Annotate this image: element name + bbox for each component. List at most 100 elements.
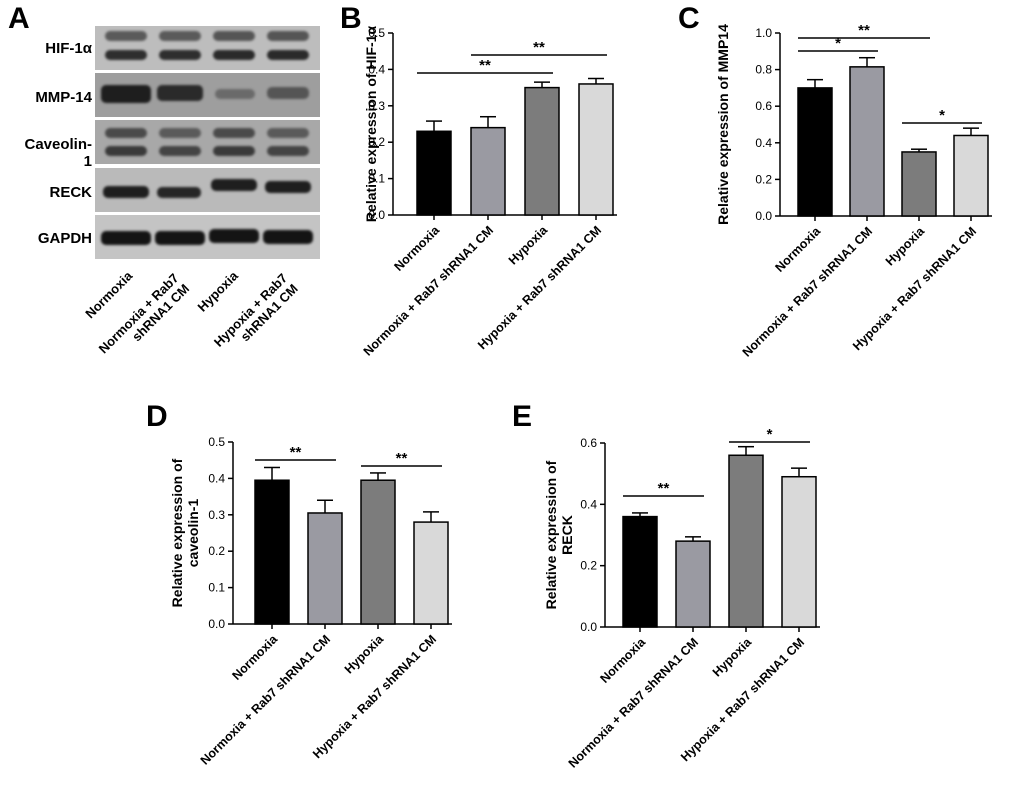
category-label-e-2: Hypoxia	[710, 634, 755, 679]
significance-label-e-0: **	[658, 480, 670, 497]
blot-strip-caveolin1	[95, 120, 320, 164]
blot-band	[267, 128, 309, 138]
blot-band	[267, 50, 309, 60]
category-label-b-0: Normoxia	[391, 222, 442, 273]
y-tick-label-d: 0.3	[208, 508, 225, 522]
y-tick-label-d: 0.2	[208, 544, 225, 558]
y-tick-label-e: 0.4	[580, 497, 597, 511]
significance-label-c-0: *	[835, 35, 841, 52]
blot-band	[211, 179, 257, 191]
significance-label-d-1: **	[396, 450, 408, 467]
blot-band	[267, 31, 309, 41]
y-tick-label-b: 0.0	[368, 208, 385, 222]
blot-band	[213, 31, 255, 41]
blot-band	[213, 128, 255, 138]
bar-d-0	[254, 479, 290, 625]
blot-band	[159, 146, 201, 156]
blot-strip-reck	[95, 168, 320, 212]
blot-row-label-mmp14: MMP-14	[35, 89, 92, 106]
bar-e-2	[728, 454, 764, 628]
blot-row-label-caveolin1: Caveolin-1	[24, 136, 92, 170]
blot-band	[209, 229, 259, 243]
y-tick-label-e: 0.6	[580, 436, 597, 450]
significance-label-b-0: **	[479, 57, 491, 74]
y-tick-label-e: 0.0	[580, 620, 597, 634]
y-tick-label-d: 0.5	[208, 435, 225, 449]
bar-d-3	[413, 521, 449, 625]
blot-strip-gapdh	[95, 215, 320, 259]
blot-strip-hif1a	[95, 26, 320, 70]
y-tick-label-b: 0.5	[368, 26, 385, 40]
category-label-b-2: Hypoxia	[506, 222, 551, 267]
bar-c-2	[901, 151, 937, 217]
significance-label-d-0: **	[290, 444, 302, 461]
y-tick-label-e: 0.2	[580, 559, 597, 573]
y-tick-label-c: 1.0	[755, 26, 772, 40]
blot-band	[215, 89, 255, 99]
blot-strip-mmp14	[95, 73, 320, 117]
blot-band	[267, 146, 309, 156]
y-tick-label-c: 0.0	[755, 209, 772, 223]
blot-row-label-reck: RECK	[49, 184, 92, 201]
blot-row-label-gapdh: GAPDH	[37, 230, 92, 247]
y-tick-label-c: 0.4	[755, 136, 772, 150]
y-tick-label-d: 0.1	[208, 581, 225, 595]
category-label-d-0: Normoxia	[229, 631, 280, 682]
blot-band	[103, 186, 149, 198]
y-tick-label-b: 0.4	[368, 62, 385, 76]
blot-band	[159, 50, 201, 60]
blot-band	[105, 146, 147, 156]
blot-band	[105, 31, 147, 41]
panel-letter-a: A	[8, 2, 30, 35]
blot-band	[101, 85, 151, 103]
bar-e-1	[675, 540, 711, 628]
y-axis-label-c: Relative expression of MMP14	[715, 24, 731, 225]
bar-d-1	[307, 512, 343, 625]
bar-b-0	[416, 130, 452, 216]
blot-band	[213, 146, 255, 156]
y-tick-label-b: 0.2	[368, 135, 385, 149]
y-axis-label-e: RECK	[559, 515, 575, 555]
panel-letter-c: C	[678, 2, 700, 35]
category-label-c-2: Hypoxia	[883, 223, 928, 268]
blot-band	[105, 128, 147, 138]
blot-band	[157, 85, 203, 101]
blot-band	[157, 187, 201, 198]
blot-band	[213, 50, 255, 60]
western-blot-panel: HIF-1α MMP-14 Caveolin-1 RECK GAPDH	[0, 0, 340, 390]
y-axis-label-b: Relative expression of HIF-1α	[363, 26, 379, 223]
significance-label-c-2: *	[939, 107, 945, 124]
y-tick-label-c: 0.2	[755, 172, 772, 186]
bar-e-3	[781, 475, 817, 628]
y-tick-label-b: 0.3	[368, 99, 385, 113]
significance-label-c-1: **	[858, 22, 870, 39]
blot-band	[265, 181, 311, 193]
category-label-d-2: Hypoxia	[342, 631, 387, 676]
significance-label-b-1: **	[533, 39, 545, 56]
category-label-e-0: Normoxia	[597, 634, 648, 685]
y-tick-label-d: 0.4	[208, 471, 225, 485]
bar-c-1	[849, 66, 885, 217]
blot-band	[159, 31, 201, 41]
blot-band	[263, 230, 313, 244]
bar-b-2	[524, 86, 560, 216]
category-label-c-0: Normoxia	[772, 223, 823, 274]
y-axis-label-d: Relative expression of	[169, 458, 185, 607]
blot-band	[105, 50, 147, 60]
bar-e-0	[622, 515, 658, 628]
bar-c-3	[953, 134, 989, 217]
panel-letter-e: E	[512, 400, 533, 433]
y-tick-label-d: 0.0	[208, 617, 225, 631]
bar-d-2	[360, 479, 396, 625]
blot-band	[155, 231, 205, 245]
bar-b-1	[470, 126, 506, 216]
blot-band	[267, 87, 309, 99]
panel-letter-d: D	[146, 400, 168, 433]
bar-b-3	[578, 83, 614, 216]
y-axis-label-d: caveolin-1	[185, 499, 201, 568]
bar-c-0	[797, 87, 833, 217]
panel-letter-b: B	[340, 2, 362, 35]
y-tick-label-c: 0.6	[755, 99, 772, 113]
blot-row-label-hif1a: HIF-1α	[45, 40, 92, 57]
